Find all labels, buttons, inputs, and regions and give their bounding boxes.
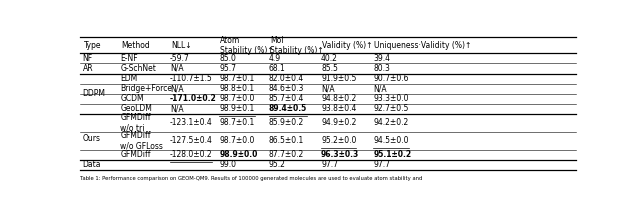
Text: GFMDiff: GFMDiff [120,150,150,159]
Text: -128.0±0.2: -128.0±0.2 [170,150,212,159]
Text: E-NF: E-NF [120,54,138,63]
Text: -59.7: -59.7 [170,54,189,63]
Text: 4.9: 4.9 [269,54,281,63]
Text: Bridge+Force: Bridge+Force [120,84,172,93]
Text: -110.7±1.5: -110.7±1.5 [170,74,212,83]
Text: 95.7: 95.7 [220,64,236,73]
Text: 85.7±0.4: 85.7±0.4 [269,94,305,103]
Text: NLL↓: NLL↓ [171,41,191,50]
Text: 87.7±0.2: 87.7±0.2 [269,150,304,159]
Text: -171.0±0.2: -171.0±0.2 [170,94,216,103]
Text: 89.4±0.5: 89.4±0.5 [269,104,307,113]
Text: 98.7±0.0: 98.7±0.0 [220,94,255,103]
Text: Atom
Stability (%)↑: Atom Stability (%)↑ [220,36,274,55]
Text: 86.5±0.1: 86.5±0.1 [269,136,304,145]
Text: Type: Type [84,41,102,50]
Text: AR: AR [83,64,93,73]
Text: -127.5±0.4: -127.5±0.4 [170,136,212,145]
Text: N/A: N/A [321,84,335,93]
Text: 90.7±0.6: 90.7±0.6 [373,74,408,83]
Text: Ours: Ours [83,134,100,143]
Text: Mol
Stability (%)↑: Mol Stability (%)↑ [270,36,324,55]
Text: 95.1±0.2: 95.1±0.2 [373,150,412,159]
Text: 92.7±0.5: 92.7±0.5 [373,104,408,113]
Text: 99.0: 99.0 [220,160,236,169]
Text: 91.9±0.5: 91.9±0.5 [321,74,356,83]
Text: NF: NF [83,54,93,63]
Text: N/A: N/A [170,64,184,73]
Text: N/A: N/A [373,84,387,93]
Text: 39.4: 39.4 [373,54,390,63]
Text: GCDM: GCDM [120,94,144,103]
Text: 80.3: 80.3 [373,64,390,73]
Text: Table 1: Performance comparison on GEOM-QM9. Results of 100000 generated molecul: Table 1: Performance comparison on GEOM-… [80,177,422,181]
Text: 94.9±0.2: 94.9±0.2 [321,118,356,127]
Text: 85.0: 85.0 [220,54,236,63]
Text: GFMDiff
w/o GFLoss: GFMDiff w/o GFLoss [120,131,163,150]
Text: 94.8±0.2: 94.8±0.2 [321,94,356,103]
Text: 96.3±0.3: 96.3±0.3 [321,150,359,159]
Text: 85.5: 85.5 [321,64,338,73]
Text: 98.7±0.1: 98.7±0.1 [220,118,255,127]
Text: GFMDiff
w/o tri: GFMDiff w/o tri [120,113,150,132]
Text: 85.9±0.2: 85.9±0.2 [269,118,304,127]
Text: EDM: EDM [120,74,138,83]
Text: Validity (%)↑: Validity (%)↑ [322,41,372,50]
Text: 94.2±0.2: 94.2±0.2 [373,118,408,127]
Text: 93.8±0.4: 93.8±0.4 [321,104,356,113]
Text: -123.1±0.4: -123.1±0.4 [170,118,212,127]
Text: DDPM: DDPM [83,89,106,98]
Text: N/A: N/A [170,104,184,113]
Text: 84.6±0.3: 84.6±0.3 [269,84,305,93]
Text: N/A: N/A [170,84,184,93]
Text: Data: Data [83,160,101,169]
Text: GeoLDM: GeoLDM [120,104,152,113]
Text: Uniqueness·Validity (%)↑: Uniqueness·Validity (%)↑ [374,41,472,50]
Text: 98.7±0.1: 98.7±0.1 [220,74,255,83]
Text: 94.5±0.0: 94.5±0.0 [373,136,408,145]
Text: Method: Method [121,41,150,50]
Text: 97.7: 97.7 [321,160,338,169]
Text: 95.2: 95.2 [269,160,286,169]
Text: 82.0±0.4: 82.0±0.4 [269,74,304,83]
Text: 95.2±0.0: 95.2±0.0 [321,136,356,145]
Text: G-SchNet: G-SchNet [120,64,156,73]
Text: 97.7: 97.7 [373,160,390,169]
Text: 98.9±0.1: 98.9±0.1 [220,104,255,113]
Text: 68.1: 68.1 [269,64,285,73]
Text: 93.3±0.0: 93.3±0.0 [373,94,408,103]
Text: 98.9±0.0: 98.9±0.0 [220,150,258,159]
Text: 98.8±0.1: 98.8±0.1 [220,84,255,93]
Text: 98.7±0.0: 98.7±0.0 [220,136,255,145]
Text: 40.2: 40.2 [321,54,338,63]
